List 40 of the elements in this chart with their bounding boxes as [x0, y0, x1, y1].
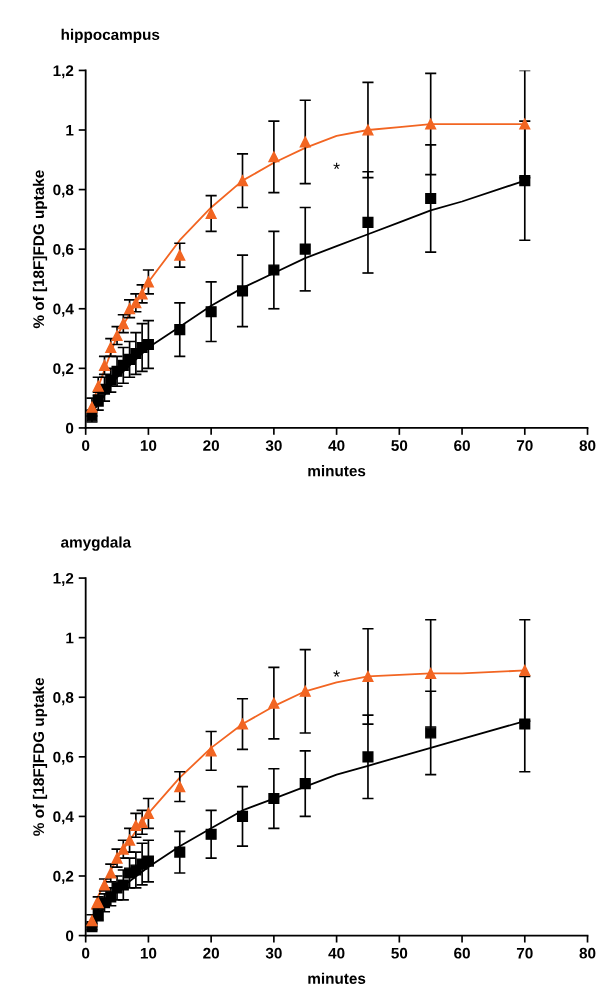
x-tick-label: 20 [203, 440, 220, 451]
x-tick-label: 70 [516, 947, 533, 959]
y-tick-label: 0,4 [53, 811, 74, 825]
x-tick-label: 10 [140, 947, 157, 959]
y-tick-label: 0,8 [53, 184, 74, 198]
x-tick-label: 40 [328, 440, 345, 451]
y-axis-title: % of [18F]FDG uptake [32, 170, 48, 329]
x-tick-label: 0 [82, 947, 90, 959]
y-tick-label: 0,8 [53, 692, 74, 706]
x-tick-label: 70 [516, 440, 533, 451]
y-tick-label: 0,6 [53, 751, 74, 765]
x-tick-label: 50 [391, 947, 408, 959]
y-tick-label: 0,2 [53, 870, 74, 884]
y-tick-label: 1,2 [53, 65, 74, 79]
y-tick-label: 0 [65, 930, 74, 942]
chart-title: amygdala [61, 536, 132, 551]
x-axis-title: minutes [308, 972, 366, 984]
y-tick-label: 1 [66, 632, 74, 644]
x-tick-label: 60 [454, 440, 470, 451]
y-tick-label: 0,6 [53, 244, 74, 258]
x-tick-label: 40 [328, 947, 345, 959]
x-tick-label: 30 [265, 440, 282, 451]
x-tick-label: 30 [265, 947, 282, 959]
x-tick-label: 10 [140, 440, 157, 451]
x-tick-label: 50 [391, 440, 408, 451]
x-tick-label: 0 [82, 440, 90, 451]
y-axis-title: % of [18F]FDG uptake [32, 677, 48, 836]
annotation: * [333, 670, 340, 677]
chart-title: hippocampus [61, 28, 160, 44]
y-tick-label: 0,4 [53, 303, 74, 317]
x-tick-label: 20 [203, 947, 220, 959]
x-axis-title: minutes [308, 465, 366, 477]
x-tick-label: 60 [454, 947, 470, 959]
y-tick-label: 0,2 [53, 363, 74, 377]
annotation: * [333, 162, 340, 170]
y-tick-label: 1 [66, 125, 74, 136]
y-tick-label: 1,2 [53, 572, 74, 586]
x-tick-label: 80 [579, 947, 596, 959]
x-tick-label: 80 [579, 440, 596, 451]
y-tick-label: 0 [65, 422, 74, 434]
